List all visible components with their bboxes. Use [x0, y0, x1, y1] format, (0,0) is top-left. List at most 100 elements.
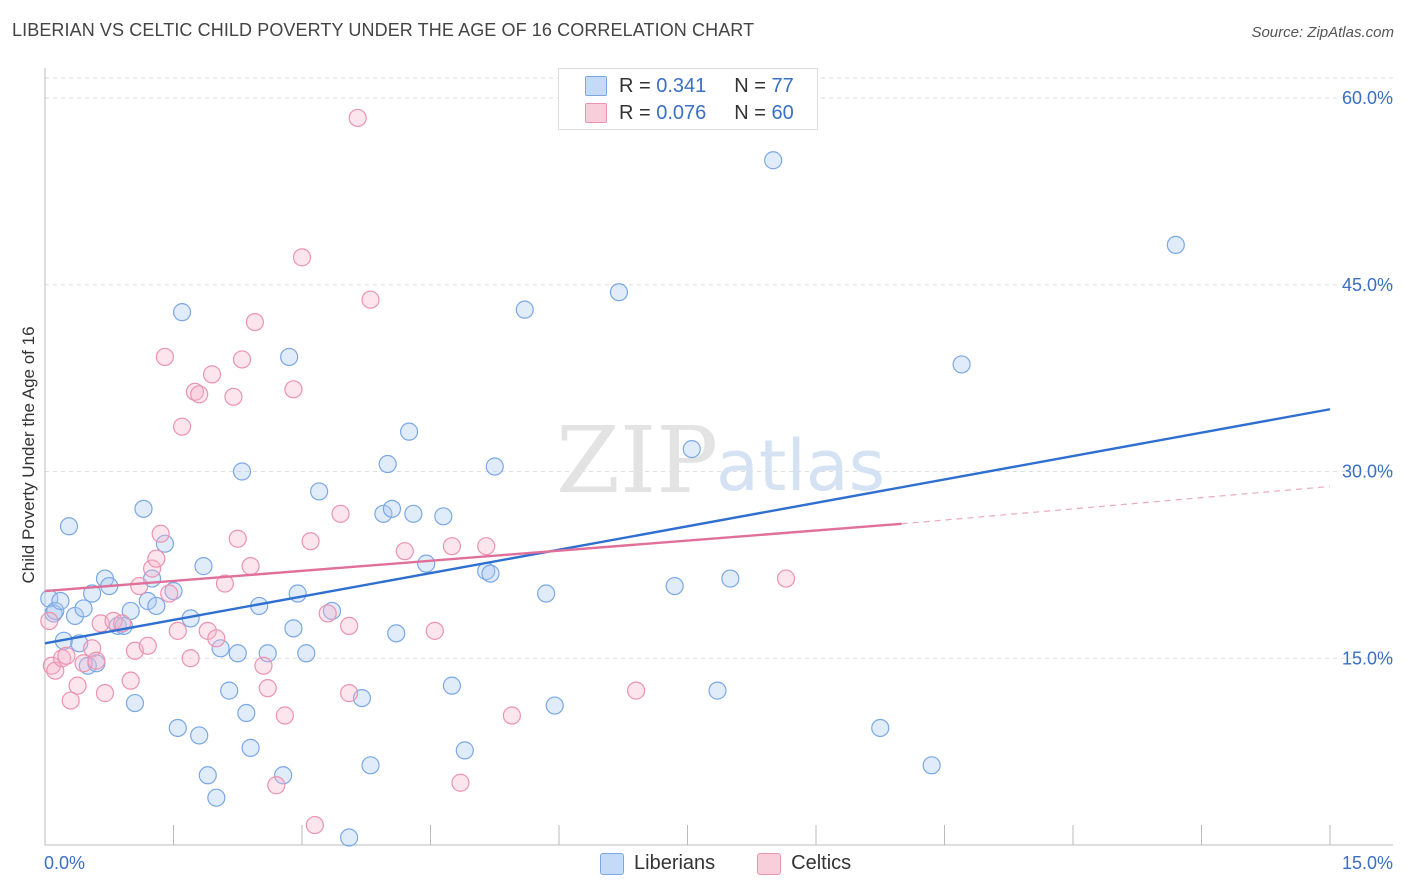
celtic-point — [318, 604, 337, 623]
celtic-point — [245, 313, 264, 332]
legend-n-value: 60 — [771, 101, 794, 124]
liberian-point — [121, 601, 140, 621]
legend-swatch-celtics — [585, 103, 607, 123]
y-axis-label: Child Poverty Under the Age of 16 — [19, 326, 38, 583]
celtic-point — [477, 537, 496, 556]
celtic-point — [42, 656, 61, 675]
liberian-point — [952, 355, 971, 374]
celtic-point — [87, 651, 106, 670]
celtic-point — [155, 347, 175, 367]
liberian-point — [220, 681, 239, 700]
liberian-point — [417, 554, 436, 573]
legend-r-label: R = — [619, 74, 651, 97]
liberian-point — [764, 151, 783, 170]
celtic-point — [168, 621, 187, 640]
liberian-point — [481, 564, 500, 583]
celtic-point — [57, 646, 76, 665]
liberian-point — [1166, 235, 1185, 255]
celtic-point — [207, 629, 226, 648]
liberian-point — [232, 462, 252, 481]
liberian-point — [138, 591, 157, 611]
celtic-point — [151, 524, 170, 543]
celtic-point — [331, 504, 350, 523]
correlation-legend: R = 0.341 N = 77 R = 0.076 N = 60 — [558, 68, 818, 130]
celtic-point — [258, 679, 277, 698]
celtic-trend-extension — [901, 485, 1331, 525]
liberian-point — [59, 517, 79, 536]
liberian-point — [74, 599, 93, 618]
liberian-point — [280, 347, 299, 367]
liberian-point — [241, 738, 260, 757]
x-tick-label: 0.0% — [44, 853, 85, 873]
liberian-point — [545, 696, 564, 715]
celtic-point — [395, 542, 414, 561]
celtic-point — [301, 532, 320, 551]
liberian-point — [455, 741, 474, 760]
celtic-point — [138, 636, 157, 655]
series-legend-liberians: Liberians — [600, 852, 715, 875]
series-legend-celtics: Celtics — [757, 852, 851, 875]
celtic-point — [190, 385, 209, 404]
trend-lines — [44, 408, 1331, 645]
legend-r-label: R = — [619, 101, 651, 124]
liberian-point — [211, 639, 230, 658]
liberian-point — [721, 569, 740, 588]
celtic-point — [425, 621, 444, 640]
liberian-point — [537, 584, 556, 603]
x-tick-label: 15.0% — [1342, 853, 1393, 873]
liberian-point — [228, 644, 247, 663]
celtic-point — [224, 387, 243, 406]
celtic-trend-line — [44, 522, 902, 593]
celtic-point — [292, 248, 312, 267]
liberian-point — [310, 482, 329, 501]
y-tick-label: 45.0% — [1342, 275, 1393, 295]
liberian-point — [378, 454, 397, 474]
celtic-point — [142, 559, 162, 578]
liberian-point — [51, 591, 70, 611]
y-tick-label: 15.0% — [1342, 648, 1393, 668]
celtic-point — [121, 671, 140, 690]
liberian-point — [207, 788, 226, 807]
celtic-point — [305, 815, 324, 835]
celtic-point — [267, 776, 286, 795]
liberian-point — [609, 283, 629, 302]
data-points — [40, 108, 1185, 847]
celtic-point — [241, 557, 260, 576]
liberian-point — [871, 718, 890, 738]
celtic-point — [61, 691, 80, 710]
chart-title: LIBERIAN VS CELTIC CHILD POVERTY UNDER T… — [12, 20, 755, 40]
legend-n-label: N = — [734, 101, 766, 124]
liberian-point — [374, 504, 393, 523]
celtic-point — [40, 611, 59, 631]
liberian-point — [237, 703, 256, 723]
liberian-point — [404, 504, 423, 523]
liberian-point — [46, 601, 65, 621]
celtic-point — [202, 365, 222, 384]
liberian-point — [382, 499, 402, 518]
legend-row-liberians: R = 0.341 N = 77 — [585, 73, 794, 99]
liberian-point — [361, 756, 380, 775]
celtic-point — [340, 684, 359, 703]
legend-row-celtics: R = 0.076 N = 60 — [585, 100, 794, 126]
liberian-point — [708, 681, 727, 700]
celtic-point — [254, 656, 273, 675]
liberian-point — [147, 596, 166, 616]
liberian-point — [134, 499, 153, 518]
celtic-point — [147, 549, 166, 568]
celtic-point — [232, 350, 252, 369]
liberian-point — [442, 676, 462, 695]
series-swatch-celtics — [757, 852, 782, 875]
liberian-point — [485, 457, 504, 476]
legend-swatch-liberians — [585, 76, 607, 96]
liberian-point — [515, 300, 534, 319]
liberian-point — [125, 693, 145, 713]
celtic-point — [340, 616, 359, 635]
liberian-point — [665, 576, 684, 596]
legend-r-value: 0.076 — [656, 101, 707, 124]
watermark: ZIP atlas — [556, 407, 885, 514]
celtic-point — [451, 773, 470, 792]
liberian-point — [340, 828, 359, 847]
celtic-point — [348, 108, 367, 128]
chart-source: Source: ZipAtlas.com — [1251, 24, 1394, 41]
